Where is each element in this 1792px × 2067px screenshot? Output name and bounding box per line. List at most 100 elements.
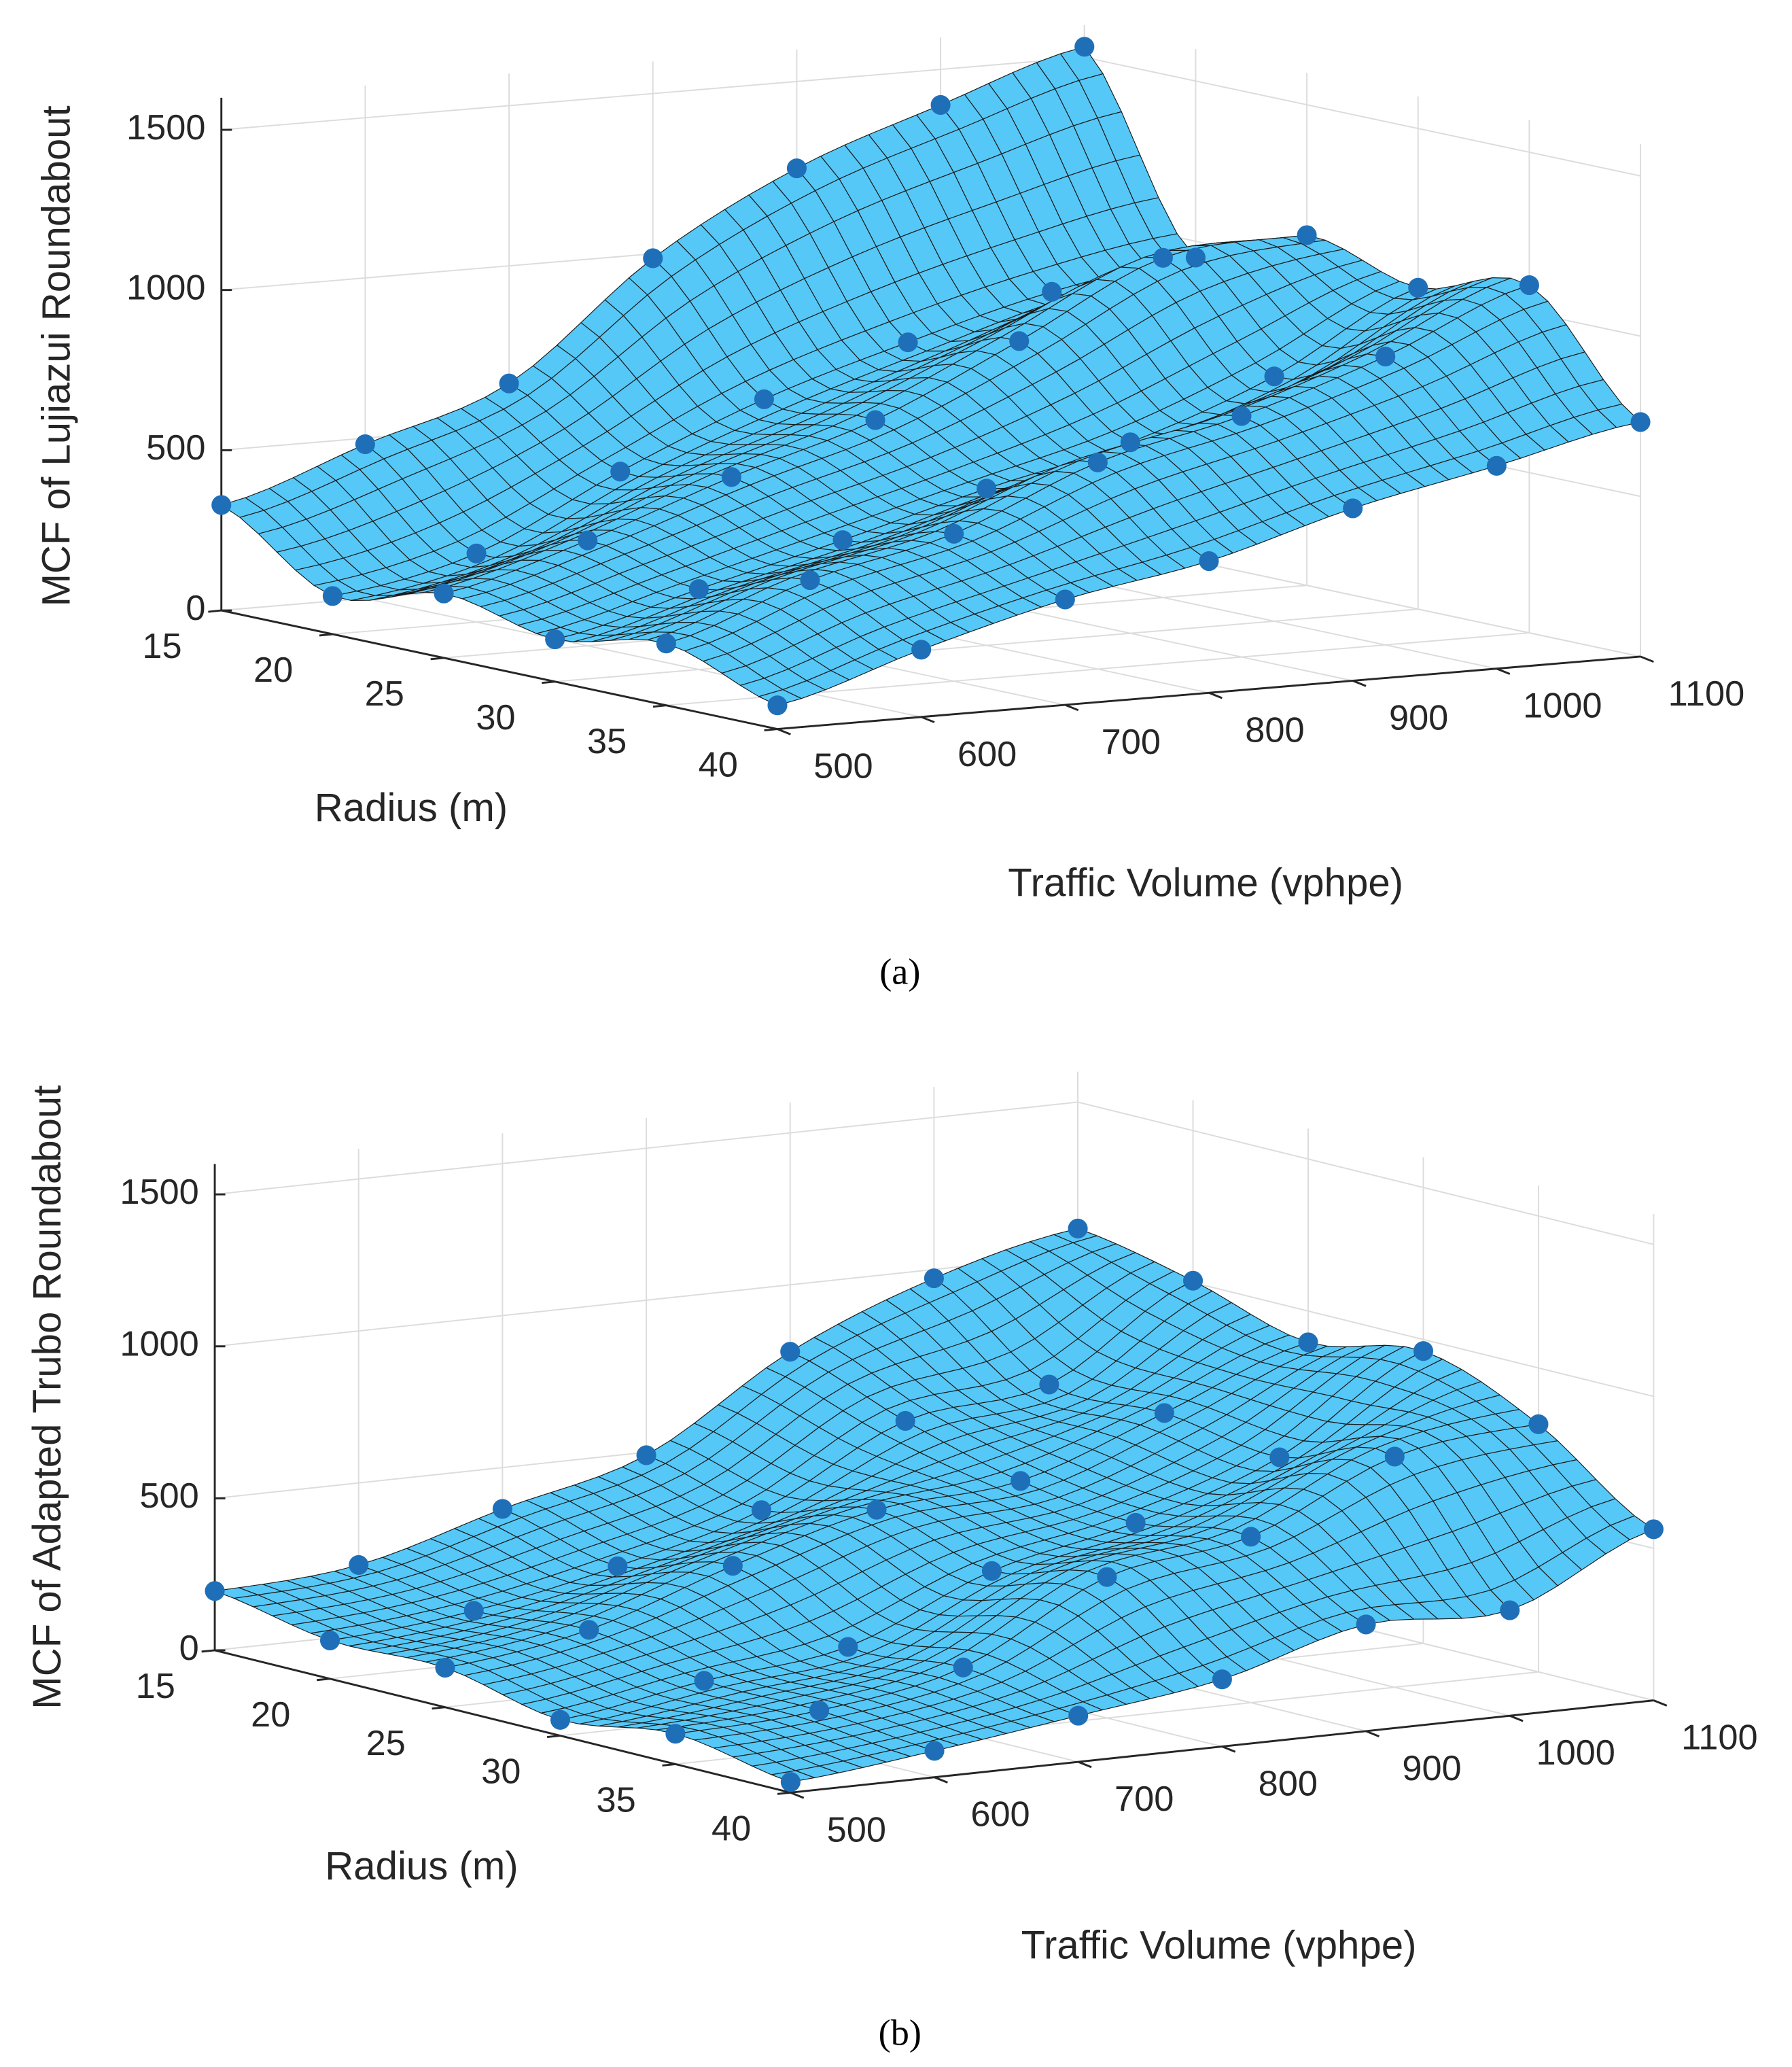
data-point	[1185, 247, 1206, 268]
data-point	[721, 467, 741, 487]
data-point	[466, 543, 487, 563]
data-point	[1643, 1519, 1664, 1540]
y-axis-label: Radius (m)	[325, 1844, 518, 1888]
y-tick-label: 15	[136, 1667, 175, 1706]
tick-mark	[208, 609, 222, 613]
y-tick-label: 20	[251, 1695, 290, 1735]
x-tick-label: 900	[1389, 698, 1448, 737]
y-tick-label: 30	[476, 698, 515, 737]
data-point	[767, 695, 788, 716]
tick-mark	[201, 1649, 215, 1653]
tick-mark	[542, 680, 555, 684]
data-point	[1269, 1447, 1290, 1467]
axis-line	[214, 1649, 791, 1794]
data-point	[1241, 1527, 1261, 1547]
tick-mark	[432, 1706, 446, 1710]
data-point	[1343, 498, 1363, 519]
data-point	[911, 640, 932, 660]
data-point	[1120, 432, 1140, 453]
data-point	[1068, 1218, 1088, 1239]
data-point	[1297, 225, 1317, 245]
tick-mark	[316, 1678, 330, 1682]
grid-line	[365, 597, 921, 718]
y-tick-label: 15	[142, 627, 181, 666]
data-point	[1413, 1341, 1434, 1361]
data-point	[499, 373, 519, 394]
data-point	[1074, 37, 1095, 57]
data-point	[688, 579, 709, 600]
tick-mark	[1078, 1760, 1092, 1769]
x-tick-label: 500	[827, 1810, 886, 1849]
x-tick-label: 600	[970, 1795, 1030, 1835]
data-point	[1154, 1403, 1174, 1423]
data-point	[435, 1658, 455, 1678]
y-tick-label: 40	[711, 1809, 751, 1848]
tick-mark	[1221, 1745, 1236, 1753]
x-axis-label: Traffic Volume (vphpe)	[1021, 1924, 1417, 1968]
data-point	[1097, 1567, 1117, 1587]
data-point	[463, 1601, 484, 1621]
x-tick-label: 1100	[1681, 1718, 1758, 1758]
data-point	[608, 1556, 628, 1576]
data-point	[898, 332, 918, 353]
data-point	[545, 629, 565, 650]
x-tick-label: 700	[1114, 1779, 1174, 1819]
data-point	[1068, 1705, 1089, 1726]
data-point	[1408, 277, 1428, 298]
data-point	[1356, 1614, 1376, 1635]
z-tick-label: 1500	[120, 1173, 198, 1212]
data-point	[751, 1500, 772, 1521]
data-point	[1011, 1471, 1031, 1491]
data-point	[1264, 366, 1284, 387]
grid-line	[1077, 1101, 1654, 1245]
tick-mark	[921, 716, 935, 723]
data-point	[1486, 455, 1507, 476]
caption: (b)	[879, 2013, 921, 2053]
data-point	[579, 1620, 599, 1640]
y-tick-label: 40	[699, 746, 738, 785]
tick-mark	[934, 1776, 948, 1784]
data-point	[694, 1671, 714, 1691]
tick-mark	[1496, 667, 1511, 675]
data-point	[665, 1724, 686, 1744]
tick-mark	[1352, 680, 1367, 687]
data-point	[550, 1709, 570, 1730]
tick-mark	[1509, 1714, 1524, 1722]
data-point	[722, 1556, 743, 1576]
tick-mark	[764, 728, 778, 731]
z-tick-label: 0	[186, 589, 205, 628]
x-axis-label: Traffic Volume (vphpe)	[1008, 861, 1403, 905]
x-tick-label: 700	[1102, 723, 1161, 762]
tick-mark	[1653, 1699, 1668, 1707]
data-point	[924, 1268, 944, 1289]
data-point	[800, 570, 820, 591]
data-point	[434, 583, 454, 604]
data-point	[578, 530, 598, 551]
data-point	[977, 479, 997, 499]
z-tick-label: 1000	[126, 268, 205, 308]
caption: (a)	[879, 952, 920, 992]
data-point	[866, 1499, 887, 1520]
data-point	[1231, 406, 1252, 426]
data-point	[1183, 1270, 1204, 1291]
tick-mark	[430, 657, 444, 661]
z-tick-label: 1000	[120, 1325, 198, 1364]
y-tick-label: 30	[481, 1752, 521, 1792]
data-point	[865, 410, 885, 430]
data-point	[355, 434, 375, 455]
data-point	[780, 1342, 801, 1362]
data-point	[610, 462, 631, 482]
data-point	[1153, 247, 1173, 268]
tick-mark	[546, 1735, 561, 1738]
x-tick-label: 800	[1259, 1764, 1318, 1803]
data-point	[1125, 1512, 1146, 1533]
data-point	[349, 1554, 369, 1576]
y-tick-label: 25	[365, 674, 404, 714]
z-axis-label: MCF of Adapted Trubo Roundabout	[25, 1085, 69, 1709]
x-tick-label: 800	[1245, 710, 1304, 750]
data-point	[656, 633, 676, 654]
data-point	[924, 1741, 945, 1761]
data-point	[1199, 551, 1219, 572]
data-point	[1009, 331, 1030, 351]
